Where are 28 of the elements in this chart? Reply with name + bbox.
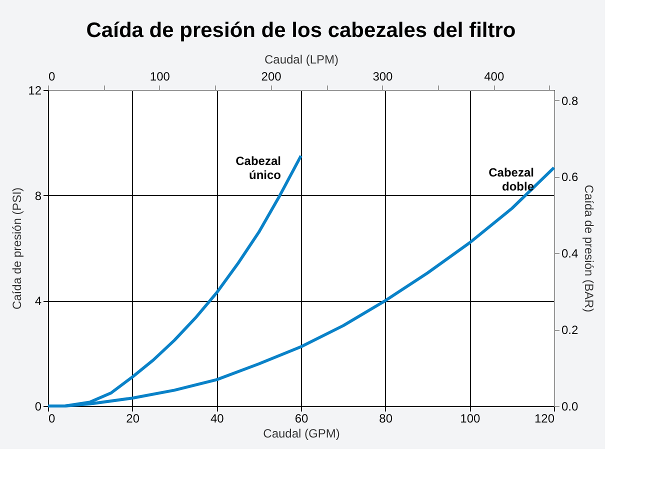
- x2-tick-label: 0: [48, 70, 56, 84]
- y-tick-label: 0: [34, 400, 42, 414]
- x-tick-label: 20: [126, 412, 140, 426]
- y-tick-label: 12: [28, 84, 42, 98]
- x2-tick-label: 400: [484, 70, 504, 84]
- y2-tick-label: 0.4: [562, 246, 579, 261]
- series-label: Cabezal doble: [488, 166, 534, 194]
- y2-tick-label: 0.8: [562, 94, 579, 108]
- series-label: Cabezal único: [236, 154, 281, 182]
- y-tick-label: 8: [34, 188, 42, 203]
- y2-tick-label: 0.0: [562, 400, 579, 414]
- x-tick-label: 40: [210, 412, 224, 426]
- x-tick-label: 120: [534, 412, 555, 426]
- y2-axis-title: Caída de presión (BAR): [582, 184, 596, 312]
- y-tick-label: 4: [34, 294, 42, 308]
- x-axis-title: Caudal (GPM): [263, 426, 340, 440]
- x2-axis-title: Caudal (LPM): [264, 52, 339, 66]
- y-axis-title: Caída de presión (PSI): [10, 187, 24, 310]
- x2-tick-label: 200: [261, 70, 282, 84]
- x-tick-label: 60: [294, 412, 308, 426]
- x2-tick-label: 300: [372, 70, 394, 84]
- x-tick-label: 0: [48, 412, 56, 426]
- y2-tick-label: 0.2: [562, 323, 579, 338]
- x-tick-label: 80: [379, 412, 393, 426]
- y2-tick-label: 0.6: [562, 170, 579, 184]
- chart-title: Caída de presión de los cabezales del filtro: [86, 19, 516, 42]
- x2-tick-label: 100: [150, 70, 170, 84]
- x-tick-label: 100: [460, 412, 480, 426]
